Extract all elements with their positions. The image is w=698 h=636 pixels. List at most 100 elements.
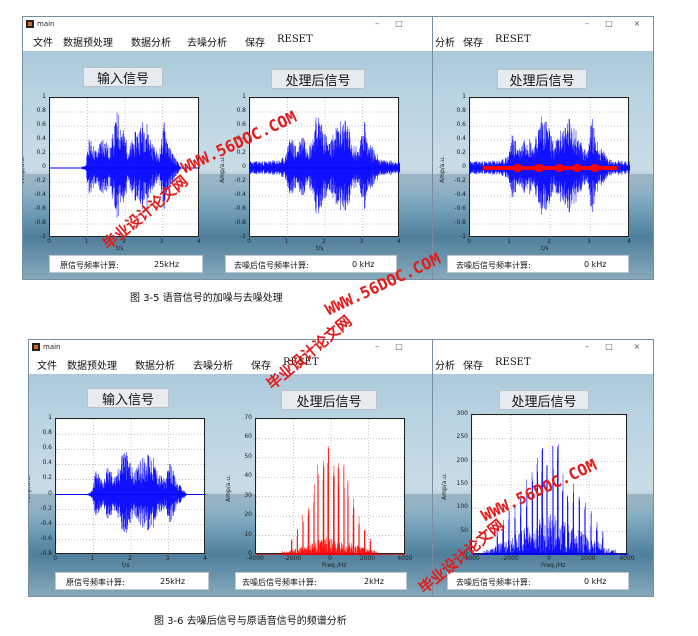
- processed-signal-label: 处理后信号: [499, 390, 589, 410]
- menu-reset[interactable]: RESET: [495, 357, 531, 368]
- bottom-main-window: main – □ 文件 数据预处理 数据分析 去噪分析 保存 RESET 输入信…: [28, 339, 440, 597]
- y-tick-label: 0: [42, 163, 46, 170]
- y-tick-label: 1: [42, 93, 46, 100]
- y-tick-label: -0.6: [34, 205, 46, 212]
- denoise-freq-status: 去噪后信号频率计算: 0 kHz: [447, 255, 629, 273]
- top-right-window: – □ × 分析 保存 RESET 处理后信号 去噪后信号频率计算: 0 kHz…: [432, 16, 654, 280]
- x-axis-label: t/s: [316, 245, 324, 252]
- denoised-blob: [513, 164, 523, 172]
- x-tick-label: 0: [328, 555, 332, 562]
- menu-denoise[interactable]: 去噪分析: [193, 361, 233, 372]
- x-tick-label: 3: [165, 555, 170, 562]
- menu-denoise[interactable]: 去噪分析: [187, 38, 227, 49]
- y-tick-label: 0.2: [42, 474, 52, 482]
- minimize-icon[interactable]: –: [375, 342, 379, 351]
- menu-save[interactable]: 保存: [245, 38, 265, 49]
- denoised-blob: [533, 164, 544, 172]
- signal-waveform: [86, 452, 188, 533]
- orig-freq-label: 原信号频率计算:: [66, 578, 125, 587]
- menu-save[interactable]: 保存: [251, 361, 271, 372]
- denoise-freq-status: 去噪后信号频率计算: 0 kHz: [225, 255, 397, 273]
- maximize-icon[interactable]: □: [395, 342, 403, 351]
- y-tick-label: 10: [244, 530, 252, 538]
- y-axis-label: Amp/a.u.: [22, 155, 26, 183]
- menu-analysis[interactable]: 分析: [435, 361, 455, 372]
- y-tick-label: -1: [40, 233, 46, 240]
- y-tick-label: 150: [456, 480, 468, 487]
- input-signal-plot: [55, 418, 206, 555]
- denoise-freq-label: 去噪后信号频率计算:: [242, 578, 317, 587]
- menu-save[interactable]: 保存: [463, 38, 483, 49]
- menu-reset[interactable]: RESET: [277, 34, 313, 45]
- matlab-app-icon: [32, 343, 40, 351]
- menu-preprocess[interactable]: 数据预处理: [67, 361, 117, 372]
- y-tick-label: 70: [244, 414, 252, 421]
- menu-save[interactable]: 保存: [463, 361, 483, 372]
- y-tick-label: -0.8: [40, 550, 52, 557]
- menu-analysis[interactable]: 分析: [435, 38, 455, 49]
- x-tick-label: 2: [547, 238, 551, 245]
- x-tick-label: 0: [47, 238, 51, 245]
- maximize-icon[interactable]: □: [395, 19, 403, 28]
- title-bar: main – □: [29, 340, 439, 354]
- y-tick-label: 50: [244, 452, 252, 460]
- y-tick-label: 50: [460, 526, 468, 534]
- x-tick-label: 2000: [359, 555, 376, 562]
- denoise-freq-status: 去噪后信号频率计算: 0 kHz: [447, 572, 629, 590]
- y-tick-label: 0.6: [42, 444, 52, 452]
- menu-preprocess[interactable]: 数据预处理: [63, 38, 113, 49]
- orig-freq-label: 原信号频率计算:: [60, 261, 119, 270]
- y-tick-label: 0.2: [236, 149, 246, 156]
- denoised-blob: [572, 164, 583, 172]
- y-tick-label: 0.8: [42, 429, 52, 437]
- y-tick-label: 40: [244, 472, 252, 480]
- y-tick-label: -1: [240, 233, 246, 240]
- denoise-freq-value: 0 kHz: [352, 260, 375, 269]
- x-tick-label: 1: [84, 238, 89, 245]
- maximize-icon[interactable]: □: [605, 342, 613, 351]
- y-tick-label: 1: [462, 93, 466, 100]
- close-icon[interactable]: ×: [633, 342, 641, 351]
- title-bar: main – □: [23, 17, 441, 31]
- menu-reset[interactable]: RESET: [283, 357, 319, 368]
- x-tick-label: 4000: [397, 555, 413, 562]
- menu-analysis[interactable]: 数据分析: [135, 361, 175, 372]
- y-tick-label: 0: [248, 550, 252, 557]
- menu-file[interactable]: 文件: [33, 38, 53, 49]
- bottom-right-window: – □ × 分析 保存 RESET 处理后信号 去噪后信号频率计算: 0 kHz…: [432, 339, 654, 597]
- denoise-freq-label: 去噪后信号频率计算:: [456, 261, 531, 270]
- spectrum-trace: [472, 443, 628, 555]
- minimize-icon[interactable]: –: [585, 19, 589, 28]
- y-tick-label: 0.4: [36, 135, 46, 142]
- minimize-icon[interactable]: –: [585, 342, 589, 351]
- denoise-freq-value: 0 kHz: [584, 577, 607, 586]
- plot-canvas: [470, 98, 630, 238]
- spectrum-trace: [256, 446, 406, 555]
- menu-file[interactable]: 文件: [37, 361, 57, 372]
- window-title: main: [43, 343, 61, 351]
- x-tick-label: -4000: [462, 555, 480, 562]
- y-tick-label: -0.4: [454, 191, 466, 198]
- y-tick-label: 0: [48, 489, 52, 497]
- x-tick-label: 0: [247, 238, 251, 245]
- orig-freq-value: 25kHz: [160, 577, 186, 586]
- maximize-icon[interactable]: □: [605, 19, 613, 28]
- minimize-icon[interactable]: –: [375, 19, 379, 28]
- y-axis-label: Amp/a.u.: [225, 474, 232, 502]
- menu-analysis[interactable]: 数据分析: [131, 38, 171, 49]
- denoised-spectrum-plot: [471, 414, 628, 555]
- x-tick-label: 4: [627, 238, 631, 245]
- denoised-blob: [554, 164, 565, 172]
- denoise-freq-label: 去噪后信号频率计算:: [456, 578, 531, 587]
- y-tick-label: -0.2: [234, 177, 246, 184]
- menu-reset[interactable]: RESET: [495, 34, 531, 45]
- y-tick-label: -0.4: [34, 191, 46, 198]
- x-axis-label: Freq./Hz: [541, 562, 566, 569]
- y-tick-label: -0.8: [234, 219, 246, 226]
- y-tick-label: 0.4: [236, 135, 246, 142]
- x-tick-label: 2000: [580, 555, 596, 562]
- y-tick-label: -0.2: [40, 504, 52, 512]
- processed-signal-label: 处理后信号: [281, 390, 377, 410]
- y-tick-label: 0: [462, 163, 466, 170]
- close-icon[interactable]: ×: [633, 19, 641, 28]
